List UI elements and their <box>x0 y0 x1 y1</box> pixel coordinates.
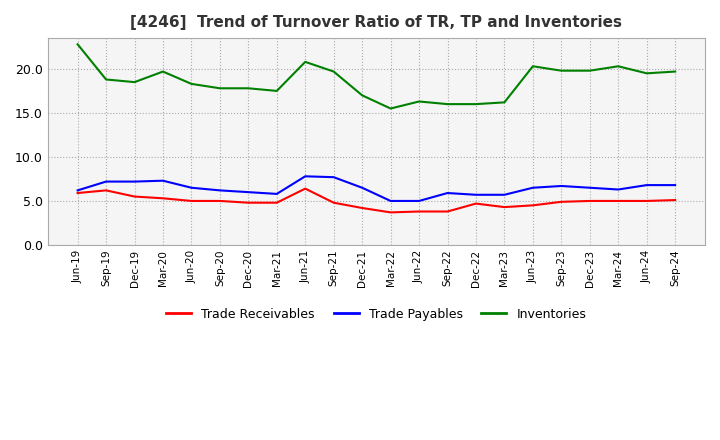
Trade Receivables <box>557 199 566 205</box>
Trade Payables <box>130 179 139 184</box>
Trade Receivables <box>642 198 651 204</box>
Inventories <box>500 100 509 105</box>
Line: Inventories: Inventories <box>78 44 675 109</box>
Trade Payables <box>301 174 310 179</box>
Title: [4246]  Trend of Turnover Ratio of TR, TP and Inventories: [4246] Trend of Turnover Ratio of TR, TP… <box>130 15 622 30</box>
Inventories <box>472 102 480 107</box>
Trade Receivables <box>272 200 281 205</box>
Trade Payables <box>585 185 594 191</box>
Inventories <box>329 69 338 74</box>
Inventories <box>301 59 310 65</box>
Trade Receivables <box>671 198 680 203</box>
Inventories <box>415 99 423 104</box>
Inventories <box>386 106 395 111</box>
Trade Payables <box>386 198 395 204</box>
Trade Payables <box>671 183 680 188</box>
Trade Payables <box>102 179 110 184</box>
Trade Receivables <box>301 186 310 191</box>
Trade Receivables <box>585 198 594 204</box>
Trade Payables <box>472 192 480 198</box>
Trade Receivables <box>500 205 509 210</box>
Trade Payables <box>642 183 651 188</box>
Trade Payables <box>215 188 224 193</box>
Trade Payables <box>528 185 537 191</box>
Inventories <box>585 68 594 73</box>
Trade Payables <box>272 191 281 197</box>
Trade Payables <box>244 190 253 195</box>
Trade Receivables <box>215 198 224 204</box>
Trade Payables <box>500 192 509 198</box>
Trade Payables <box>444 191 452 196</box>
Trade Payables <box>415 198 423 204</box>
Trade Payables <box>614 187 623 192</box>
Trade Receivables <box>244 200 253 205</box>
Inventories <box>671 69 680 74</box>
Trade Receivables <box>528 203 537 208</box>
Trade Payables <box>187 185 196 191</box>
Trade Payables <box>73 188 82 193</box>
Trade Receivables <box>358 205 366 211</box>
Inventories <box>158 69 167 74</box>
Inventories <box>215 86 224 91</box>
Trade Receivables <box>472 201 480 206</box>
Line: Trade Payables: Trade Payables <box>78 176 675 201</box>
Line: Trade Receivables: Trade Receivables <box>78 189 675 213</box>
Inventories <box>444 102 452 107</box>
Trade Receivables <box>415 209 423 214</box>
Trade Receivables <box>102 188 110 193</box>
Trade Receivables <box>329 200 338 205</box>
Inventories <box>557 68 566 73</box>
Inventories <box>614 64 623 69</box>
Trade Receivables <box>130 194 139 199</box>
Legend: Trade Receivables, Trade Payables, Inventories: Trade Receivables, Trade Payables, Inven… <box>161 303 591 326</box>
Inventories <box>528 64 537 69</box>
Inventories <box>187 81 196 87</box>
Trade Receivables <box>444 209 452 214</box>
Trade Receivables <box>158 196 167 201</box>
Trade Receivables <box>386 210 395 215</box>
Trade Payables <box>158 178 167 183</box>
Inventories <box>642 71 651 76</box>
Trade Receivables <box>187 198 196 204</box>
Trade Payables <box>557 183 566 189</box>
Trade Payables <box>329 175 338 180</box>
Inventories <box>73 42 82 47</box>
Inventories <box>130 80 139 85</box>
Inventories <box>272 88 281 94</box>
Trade Receivables <box>73 191 82 196</box>
Inventories <box>358 93 366 98</box>
Inventories <box>102 77 110 82</box>
Trade Payables <box>358 185 366 191</box>
Inventories <box>244 86 253 91</box>
Trade Receivables <box>614 198 623 204</box>
